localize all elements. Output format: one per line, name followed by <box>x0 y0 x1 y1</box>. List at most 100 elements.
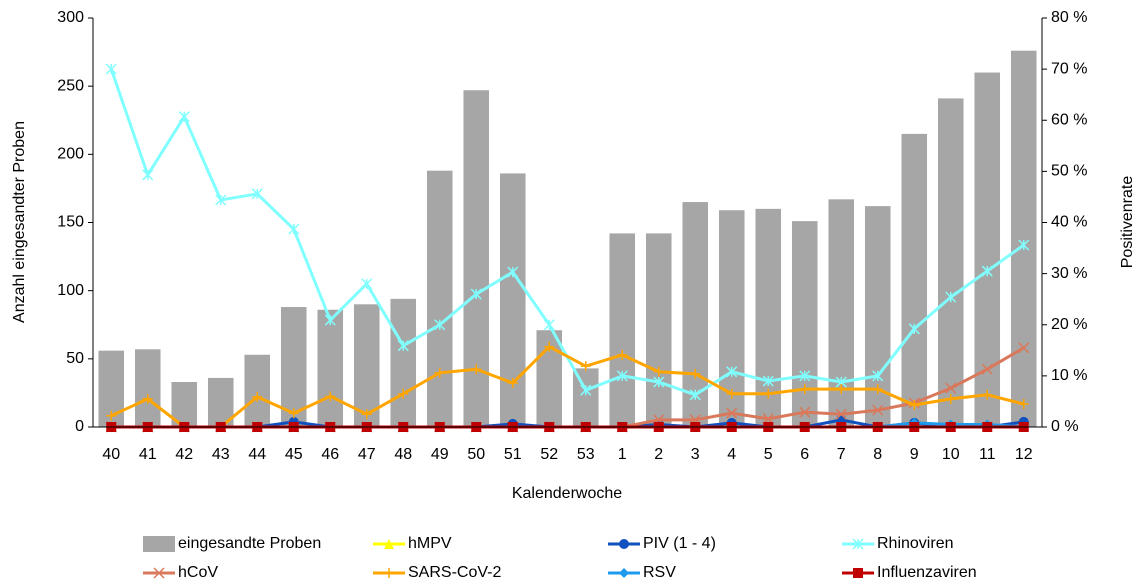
line-marker <box>872 370 884 382</box>
line-marker <box>653 366 664 377</box>
x-tick-label: 1 <box>618 446 627 463</box>
legend-marker <box>619 568 629 578</box>
x-tick-label: 47 <box>358 446 376 463</box>
y-tick-label: 150 <box>57 214 84 231</box>
y-tick-label: 250 <box>57 77 84 94</box>
legend-marker <box>619 539 629 549</box>
x-tick-label: 9 <box>910 446 919 463</box>
y-axis-title: Anzahl eingesandter Proben <box>11 121 28 323</box>
line-marker <box>397 340 409 352</box>
line-marker <box>361 409 372 420</box>
line-marker <box>471 364 482 375</box>
line-marker <box>142 393 153 404</box>
y2-tick-label: 0 % <box>1051 418 1079 435</box>
x-tick-label: 53 <box>577 446 595 463</box>
bar <box>1010 50 1037 427</box>
line-marker <box>726 388 737 399</box>
line-marker <box>981 265 993 277</box>
bar <box>426 170 453 427</box>
y-tick-label: 0 <box>75 418 84 435</box>
legend-marker <box>852 538 864 550</box>
line-marker <box>726 366 738 378</box>
line-marker <box>178 111 190 123</box>
bar <box>791 221 818 427</box>
line-marker <box>799 370 811 382</box>
line-marker <box>398 388 409 399</box>
line-marker <box>470 288 482 300</box>
legend-label: hCoV <box>178 564 218 581</box>
x-tick-label: 43 <box>212 446 230 463</box>
y2-tick-label: 30 % <box>1051 265 1087 282</box>
bar <box>244 354 271 427</box>
y2-axis-title: Positivenrate <box>1119 176 1136 269</box>
bar <box>609 233 636 427</box>
legend-label: PIV (1 - 4) <box>643 535 716 552</box>
line-marker <box>580 361 591 372</box>
line-marker <box>981 363 993 375</box>
line-marker <box>653 376 665 388</box>
x-tick-label: 44 <box>248 446 266 463</box>
legend-marker <box>384 539 394 549</box>
line-marker <box>543 319 555 331</box>
x-tick-label: 10 <box>942 446 960 463</box>
bar <box>463 90 490 428</box>
x-tick-label: 7 <box>837 446 846 463</box>
y-tick-label: 200 <box>57 146 84 163</box>
x-tick-label: 48 <box>394 446 412 463</box>
x-tick-label: 6 <box>800 446 809 463</box>
x-tick-label: 12 <box>1015 446 1033 463</box>
line-marker <box>799 406 811 418</box>
y2-tick-label: 20 % <box>1051 316 1087 333</box>
y-tick-label: 100 <box>57 282 84 299</box>
line-marker <box>507 378 518 389</box>
x-tick-label: 3 <box>691 446 700 463</box>
line-marker <box>544 341 555 352</box>
line <box>110 344 1025 429</box>
line-marker <box>288 223 300 235</box>
x-tick-label: 11 <box>979 446 996 463</box>
y2-tick-label: 70 % <box>1051 60 1087 77</box>
line-marker <box>434 319 446 331</box>
y2-tick-label: 50 % <box>1051 163 1087 180</box>
x-tick-label: 46 <box>321 446 339 463</box>
x-axis-title: Kalenderwoche <box>512 485 622 502</box>
line-marker <box>434 367 445 378</box>
line-marker <box>361 278 373 290</box>
line-marker <box>945 382 957 394</box>
y2-tick-label: 60 % <box>1051 111 1087 128</box>
line-marker <box>252 391 263 402</box>
bar <box>645 233 672 427</box>
line-marker <box>1018 398 1029 409</box>
bar <box>937 98 964 427</box>
line-marker <box>726 407 738 419</box>
bar <box>499 173 526 427</box>
y2-tick-label: 10 % <box>1051 367 1087 384</box>
line-marker <box>105 63 117 75</box>
line-marker <box>908 323 920 335</box>
line-marker <box>872 404 884 416</box>
y-tick-label: 300 <box>57 9 84 26</box>
line-marker <box>909 400 920 411</box>
line-marker <box>507 266 519 278</box>
x-tick-label: 45 <box>285 446 303 463</box>
bar <box>572 368 599 427</box>
legend-label: Influenzaviren <box>877 564 977 581</box>
line-marker <box>982 389 993 400</box>
line-marker <box>1018 239 1030 251</box>
x-tick-label: 52 <box>540 446 558 463</box>
bar <box>134 349 161 427</box>
line-marker <box>251 188 263 200</box>
x-tick-label: 4 <box>727 446 736 463</box>
line-marker <box>763 388 774 399</box>
legend-label: SARS-CoV-2 <box>408 564 501 581</box>
y2-tick-label: 80 % <box>1051 9 1087 26</box>
bar <box>317 309 344 427</box>
x-tick-label: 40 <box>102 446 120 463</box>
legend-label: hMPV <box>408 535 452 552</box>
line-marker <box>762 375 774 387</box>
line-marker <box>616 370 628 382</box>
line-marker <box>324 314 336 326</box>
line-marker <box>215 194 227 206</box>
line-marker <box>325 391 336 402</box>
